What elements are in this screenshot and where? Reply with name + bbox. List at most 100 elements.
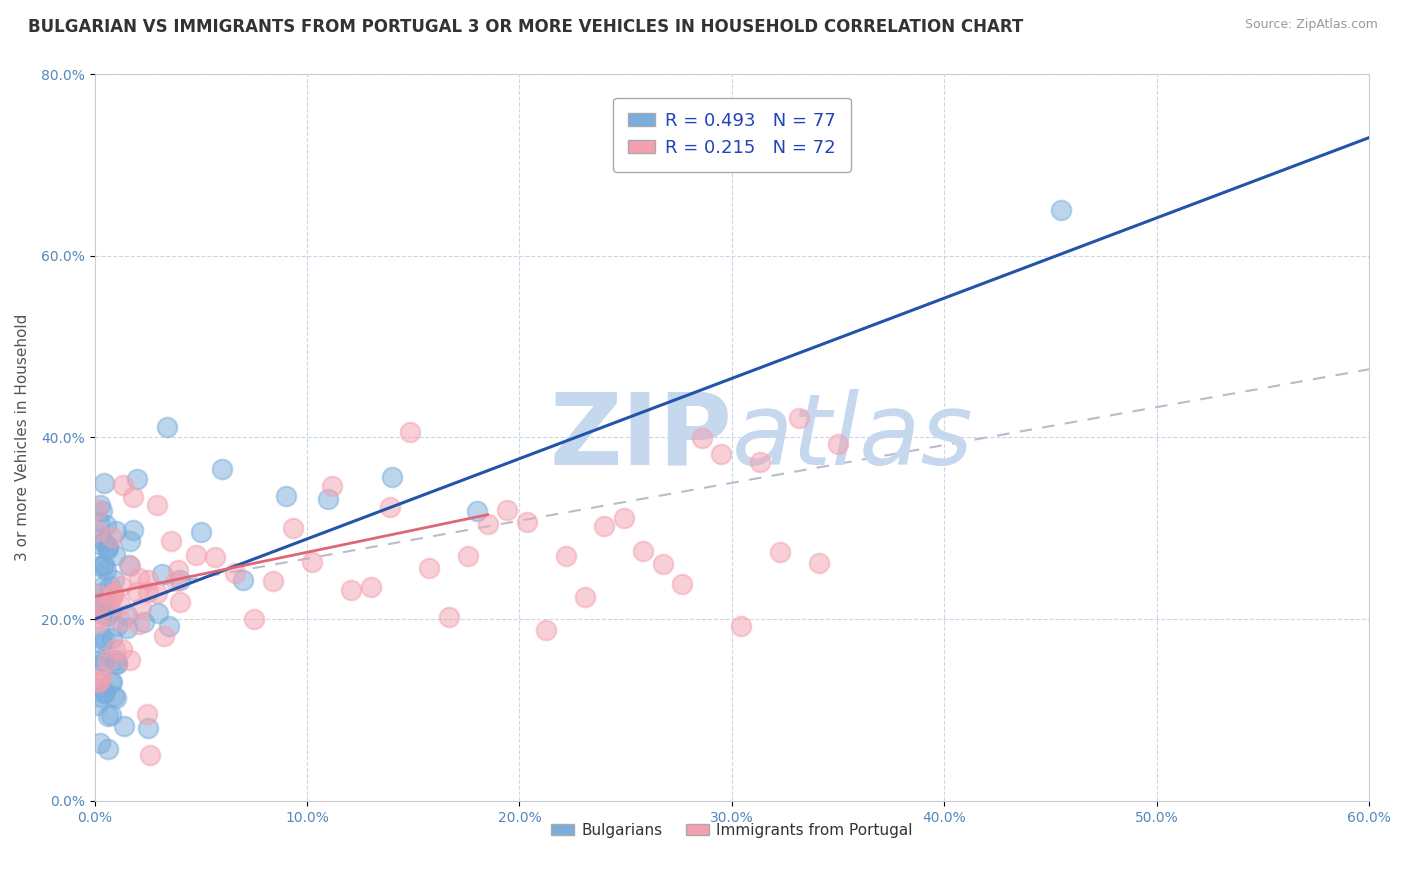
Text: ZIP: ZIP — [548, 389, 733, 486]
Point — [100, 591, 122, 606]
Point — [274, 489, 297, 503]
Point — [87, 681, 110, 695]
Point — [232, 574, 254, 588]
Point — [105, 524, 128, 538]
Point — [96, 590, 118, 604]
Point — [97, 541, 120, 556]
Point — [96, 598, 118, 612]
Point — [90, 690, 112, 705]
Point — [90, 585, 112, 599]
Point — [114, 719, 136, 733]
Point — [94, 563, 117, 577]
Point — [90, 669, 112, 683]
Point — [150, 566, 173, 581]
Point — [86, 600, 108, 615]
Point — [103, 689, 125, 703]
Point — [87, 674, 110, 689]
Point — [613, 511, 636, 525]
Point — [749, 455, 772, 469]
Point — [554, 549, 576, 563]
Point — [90, 531, 112, 545]
Point — [671, 577, 693, 591]
Point — [145, 586, 167, 600]
Point — [398, 425, 420, 439]
Point — [89, 673, 111, 688]
Point — [128, 571, 150, 585]
Point — [157, 619, 180, 633]
Point — [321, 478, 343, 492]
Point — [633, 544, 655, 558]
Point — [101, 530, 124, 544]
Y-axis label: 3 or more Vehicles in Household: 3 or more Vehicles in Household — [15, 314, 30, 561]
Point — [730, 618, 752, 632]
Point — [381, 470, 404, 484]
Point — [101, 632, 124, 646]
Point — [129, 601, 152, 615]
Point — [146, 498, 169, 512]
Point — [516, 515, 538, 529]
Point — [87, 559, 110, 574]
Point — [148, 606, 170, 620]
Point — [136, 721, 159, 735]
Point — [103, 588, 125, 602]
Point — [105, 618, 128, 632]
Point — [104, 548, 127, 562]
Point — [593, 518, 616, 533]
Point — [86, 657, 108, 672]
Point — [301, 555, 323, 569]
Point — [100, 674, 122, 689]
Point — [136, 706, 159, 721]
Point — [90, 653, 112, 667]
Point — [127, 471, 149, 485]
Point — [160, 533, 183, 548]
Point — [138, 573, 160, 587]
Point — [93, 535, 115, 549]
Point — [690, 431, 713, 445]
Point — [418, 561, 440, 575]
Point — [100, 708, 122, 723]
Point — [118, 653, 141, 667]
Point — [90, 607, 112, 621]
Point — [121, 523, 143, 537]
Point — [100, 579, 122, 593]
Point — [96, 542, 118, 557]
Point — [104, 691, 127, 706]
Point — [127, 585, 149, 599]
Point — [534, 624, 557, 638]
Point — [97, 653, 120, 667]
Point — [184, 548, 207, 562]
Point — [169, 595, 191, 609]
Point — [111, 642, 134, 657]
Point — [787, 411, 810, 425]
Point — [91, 579, 114, 593]
Point — [87, 537, 110, 551]
Point — [89, 499, 111, 513]
Point — [100, 674, 122, 689]
Point — [93, 475, 115, 490]
Point — [97, 742, 120, 756]
Point — [105, 657, 128, 672]
Point — [167, 563, 190, 577]
Point — [87, 610, 110, 624]
Point — [86, 698, 108, 712]
Point — [86, 588, 108, 602]
Point — [574, 590, 596, 604]
Point — [100, 604, 122, 618]
Point — [360, 580, 382, 594]
Point — [211, 462, 233, 476]
Point — [807, 556, 830, 570]
Point — [496, 502, 519, 516]
Point — [90, 637, 112, 651]
Point — [90, 630, 112, 644]
Point — [97, 709, 120, 723]
Point — [86, 599, 108, 613]
Point — [437, 610, 460, 624]
Point — [87, 516, 110, 530]
Point — [94, 517, 117, 532]
Point — [86, 599, 108, 614]
Point — [103, 573, 125, 587]
Point — [380, 500, 402, 515]
Point — [87, 615, 110, 630]
Point — [340, 582, 363, 597]
Point — [243, 612, 266, 626]
